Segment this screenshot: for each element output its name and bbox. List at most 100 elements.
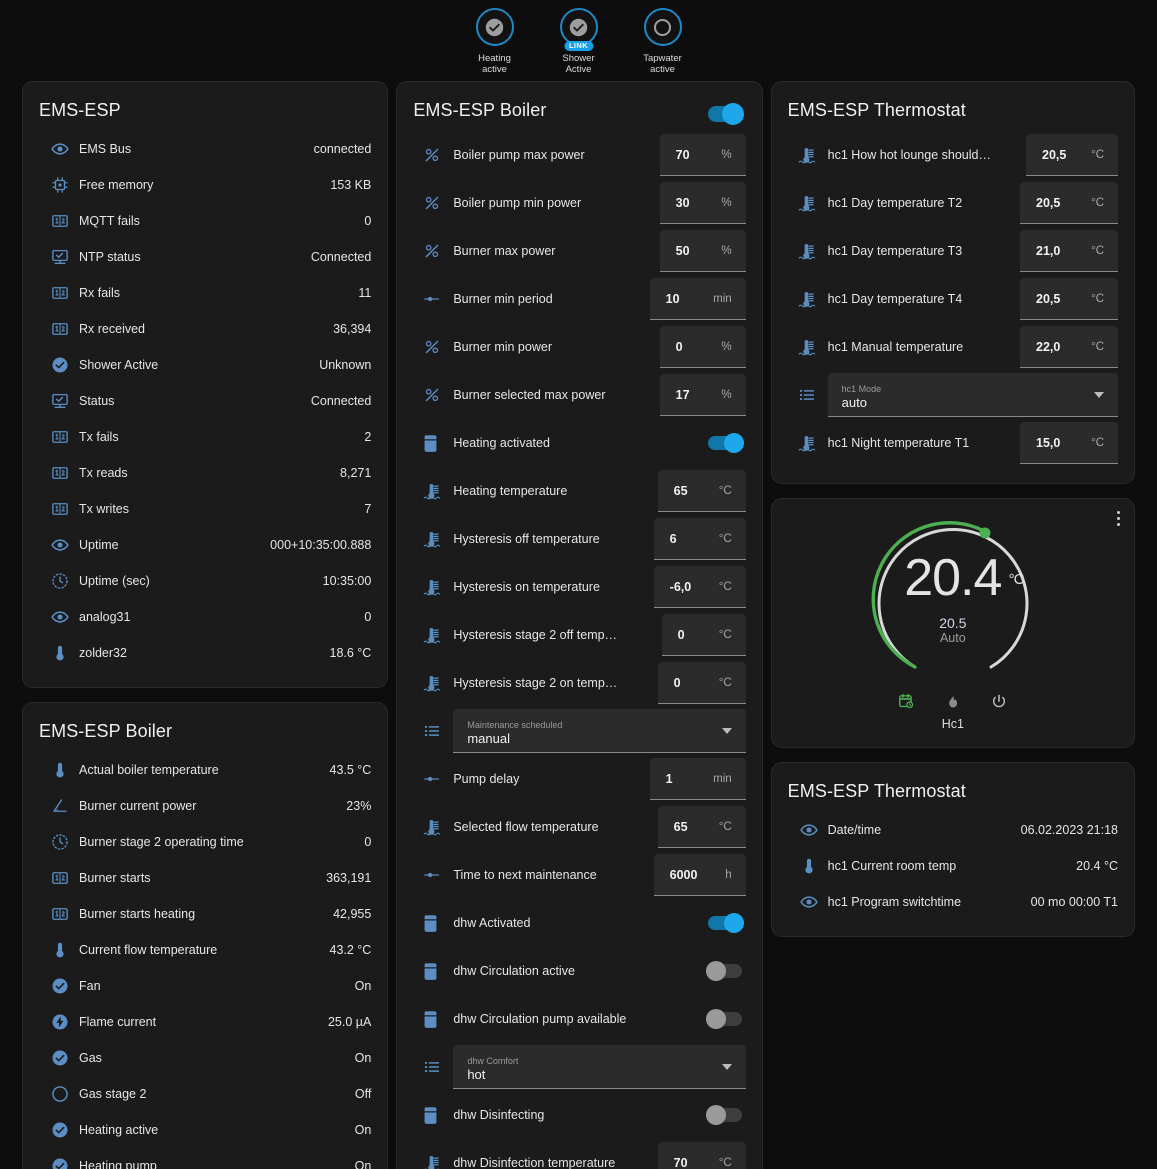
info-row-value: On bbox=[354, 1123, 372, 1137]
chevron-down-icon bbox=[721, 727, 732, 734]
input-unit: °C bbox=[718, 628, 732, 641]
slider-icon bbox=[413, 866, 453, 884]
value-input[interactable]: 20,5 °C bbox=[1020, 278, 1118, 320]
percent-icon bbox=[413, 242, 453, 260]
value-input[interactable]: 30% bbox=[659, 182, 746, 224]
input-value: 50 bbox=[675, 243, 690, 258]
dial-setpoint: 20.5 bbox=[939, 614, 967, 631]
status-badge-shower-active[interactable]: LINK Shower Active bbox=[546, 8, 612, 75]
select-dhw-comfort[interactable]: dhw Comfort hot bbox=[453, 1045, 746, 1089]
input-unit: °C bbox=[1091, 436, 1104, 449]
select-hc1-mode[interactable]: hc1 Mode auto bbox=[827, 373, 1118, 417]
control-row: Boiler pump max power 70% bbox=[413, 131, 746, 179]
value-input[interactable]: -6,0 °C bbox=[653, 566, 746, 608]
counter-icon bbox=[39, 869, 79, 887]
input-value: 20,5 bbox=[1036, 291, 1061, 306]
value-input[interactable]: 22,0 °C bbox=[1020, 326, 1118, 368]
input-value: 0 bbox=[673, 675, 681, 690]
value-input[interactable]: 0% bbox=[659, 326, 746, 368]
value-input[interactable]: 20,5 °C bbox=[1026, 134, 1118, 176]
link-chip: LINK bbox=[563, 40, 594, 51]
info-row-label: Tx fails bbox=[79, 430, 119, 444]
value-input[interactable]: 21,0 °C bbox=[1020, 230, 1118, 272]
thermometer-icon bbox=[39, 941, 79, 959]
card-title: EMS-ESP bbox=[39, 100, 121, 120]
control-row-label: dhw Activated bbox=[453, 916, 531, 930]
counter-icon bbox=[39, 284, 79, 302]
power-icon[interactable] bbox=[991, 693, 1007, 710]
status-badge-label: Heating active bbox=[478, 53, 511, 75]
value-input[interactable]: 15,0 °C bbox=[1020, 422, 1118, 464]
card-boiler-status: EMS-ESP Boiler Actual boiler temperature… bbox=[22, 702, 389, 1169]
info-row-label: Free memory bbox=[79, 178, 154, 192]
toggle-switch[interactable] bbox=[705, 961, 742, 981]
toggle-switch[interactable] bbox=[705, 1009, 742, 1029]
info-row: Date/time 06.02.2023 21:18 bbox=[788, 812, 1118, 848]
control-row: Selected flow temperature 65 °C bbox=[413, 803, 746, 851]
value-input[interactable]: 65 °C bbox=[657, 806, 746, 848]
clock-icon bbox=[39, 572, 79, 590]
control-row: dhw Disinfecting bbox=[413, 1091, 745, 1139]
info-row-value: connected bbox=[313, 142, 372, 156]
value-input[interactable]: 0 °C bbox=[657, 662, 746, 704]
value-input[interactable]: 6000 h bbox=[653, 854, 746, 896]
control-row: hc1 Day temperature T3 21,0 °C bbox=[788, 227, 1118, 275]
value-input[interactable]: 20,5 °C bbox=[1020, 182, 1118, 224]
value-input[interactable]: 10 min bbox=[649, 278, 746, 320]
value-input[interactable]: 1 min bbox=[649, 758, 746, 800]
thermo-water-icon bbox=[413, 1154, 453, 1169]
control-row-label: Boiler pump max power bbox=[453, 148, 585, 162]
check-circle-icon bbox=[39, 977, 79, 995]
check-circle-icon bbox=[569, 18, 588, 36]
thermometer-icon bbox=[39, 644, 79, 662]
info-row-label: Shower Active bbox=[79, 358, 159, 372]
status-badge-heating-active[interactable]: Heating active bbox=[462, 8, 528, 75]
info-row-value: 363,191 bbox=[326, 871, 372, 885]
temperature-dial[interactable]: 20.4 °C 20.5 Auto bbox=[863, 509, 1043, 689]
eye-icon bbox=[788, 821, 828, 839]
flame-icon[interactable] bbox=[945, 693, 961, 710]
input-unit: % bbox=[721, 244, 732, 257]
input-unit: °C bbox=[1091, 148, 1104, 161]
list-icon bbox=[413, 1058, 453, 1076]
info-row-label: Uptime (sec) bbox=[79, 574, 150, 588]
input-unit: °C bbox=[718, 820, 732, 833]
control-row: Burner min power 0% bbox=[413, 323, 746, 371]
info-row: analog31 0 bbox=[39, 599, 371, 635]
toggle-switch[interactable] bbox=[707, 433, 744, 453]
value-input[interactable]: 0 °C bbox=[661, 614, 746, 656]
control-row: Hysteresis on temperature -6,0 °C bbox=[413, 563, 746, 611]
value-input[interactable]: 50% bbox=[659, 230, 746, 272]
counter-icon bbox=[39, 428, 79, 446]
info-row-value: Connected bbox=[310, 250, 372, 264]
info-row: Flame current 25.0 µA bbox=[39, 1004, 371, 1040]
more-options-icon[interactable] bbox=[1117, 511, 1120, 526]
value-input[interactable]: 17% bbox=[659, 374, 746, 416]
value-input[interactable]: 70% bbox=[659, 134, 746, 176]
info-row: Shower Active Unknown bbox=[39, 347, 371, 383]
input-value: 6 bbox=[669, 531, 677, 546]
card-title: EMS-ESP Boiler bbox=[413, 100, 547, 120]
toggle-switch[interactable] bbox=[705, 1105, 742, 1125]
calendar-clock-icon[interactable] bbox=[898, 693, 915, 710]
control-row-label: dhw Circulation pump available bbox=[453, 1012, 627, 1026]
control-row: Hysteresis off temperature 6 °C bbox=[413, 515, 746, 563]
circle-icon bbox=[653, 18, 672, 36]
control-row-label: Selected flow temperature bbox=[453, 820, 599, 834]
value-input[interactable]: 65 °C bbox=[657, 470, 746, 512]
info-row-label: EMS Bus bbox=[79, 142, 132, 156]
info-row-label: Rx received bbox=[79, 322, 145, 336]
value-input[interactable]: 6 °C bbox=[653, 518, 746, 560]
info-row-value: 06.02.2023 21:18 bbox=[1020, 823, 1118, 837]
control-row: Heating activated bbox=[413, 419, 745, 467]
boiler-master-toggle[interactable] bbox=[707, 102, 744, 125]
input-value: 1 bbox=[665, 771, 673, 786]
status-badge-label: Tapwater active bbox=[643, 53, 682, 75]
toggle-switch[interactable] bbox=[707, 913, 744, 933]
value-input[interactable]: 70 °C bbox=[657, 1142, 746, 1169]
status-badge-label: Shower Active bbox=[562, 53, 595, 75]
percent-icon bbox=[413, 338, 453, 356]
status-badge-tapwater-active[interactable]: Tapwater active bbox=[630, 8, 696, 75]
select-maintenance-scheduled[interactable]: Maintenance scheduled manual bbox=[453, 709, 746, 753]
control-row-label: Burner selected max power bbox=[453, 388, 606, 402]
